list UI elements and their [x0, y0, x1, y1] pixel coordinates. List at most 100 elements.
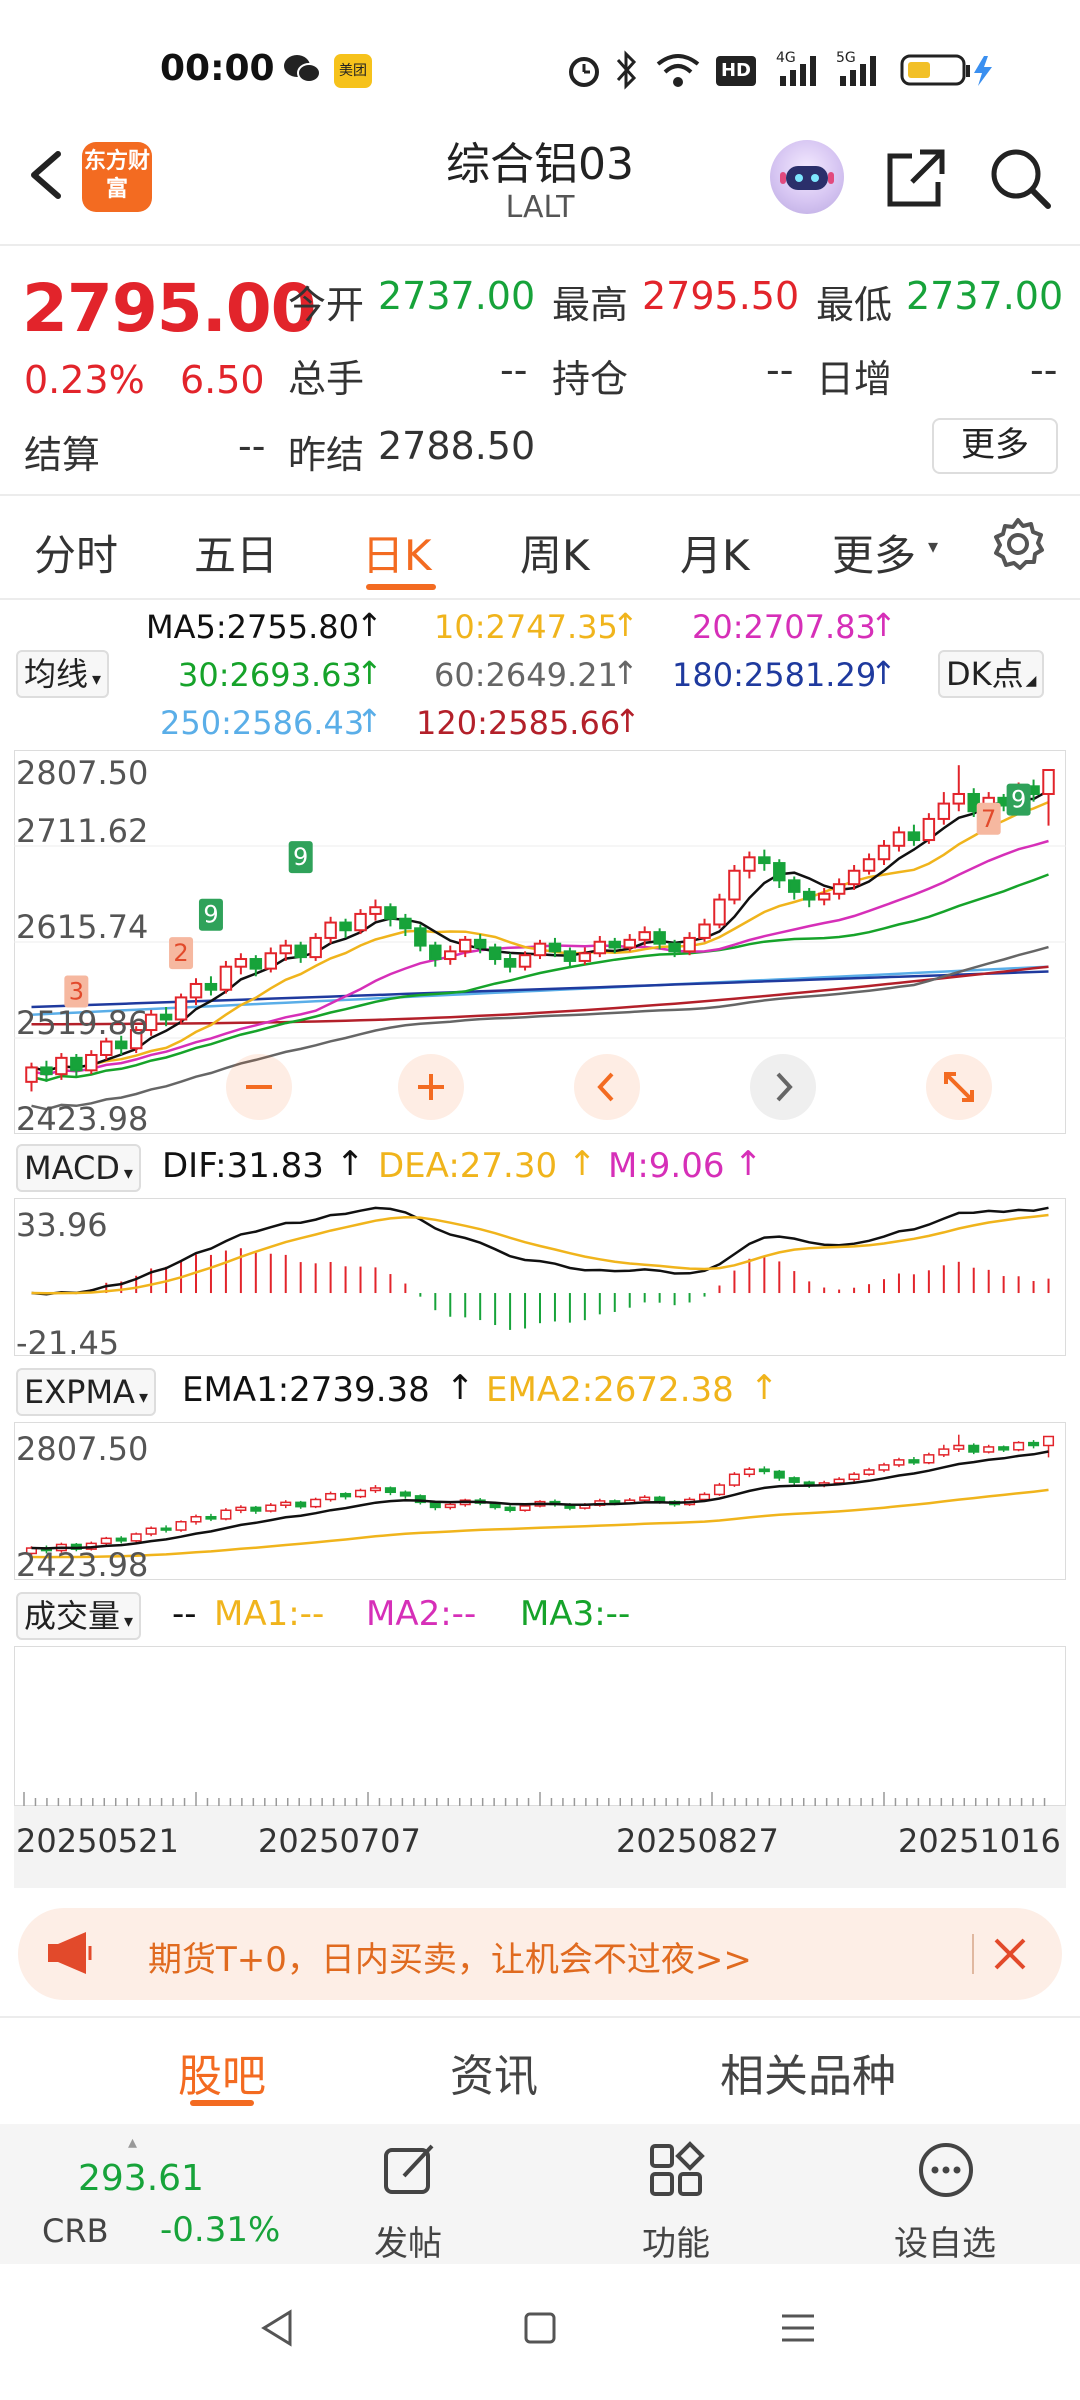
candle — [608, 937, 622, 954]
expma-candle — [998, 1445, 1010, 1452]
share-icon[interactable] — [884, 146, 948, 214]
svg-text:4G: 4G — [776, 50, 796, 66]
candle — [234, 953, 248, 975]
high-label: 最高 — [552, 283, 629, 327]
tab-weekly-k[interactable]: 周K — [520, 531, 590, 580]
signal-marker: 3 — [64, 975, 89, 1008]
expma-candle — [25, 1546, 38, 1558]
expma-candle — [160, 1525, 172, 1533]
expma-candle — [923, 1452, 935, 1465]
svg-text:5G: 5G — [836, 50, 856, 66]
assistant-robot-icon[interactable] — [770, 140, 844, 214]
watchlist-button[interactable] — [910, 2140, 990, 2260]
grid-icon — [650, 2141, 705, 2196]
ma60-arrow-icon: ↑ — [612, 654, 639, 692]
candle — [533, 939, 547, 960]
settings-gear-icon[interactable] — [990, 516, 1046, 576]
expma-candle — [698, 1492, 711, 1501]
back-button[interactable] — [20, 140, 70, 210]
ma30-line — [31, 873, 1049, 1082]
position-label: 持仓 — [552, 357, 629, 401]
dk-point-button[interactable]: DK点 ◢ — [938, 650, 1045, 698]
date-axis-bg — [14, 1806, 1066, 1888]
candle — [773, 859, 786, 889]
zoom-in-button[interactable] — [398, 1054, 464, 1120]
ma-dropdown-label: 均线 — [24, 655, 89, 693]
tab-guba[interactable]: 股吧 — [178, 2051, 266, 2102]
volume-dropdown[interactable]: 成交量 ▾ — [16, 1592, 142, 1640]
tab-daily-k[interactable]: 日K — [362, 531, 432, 580]
post-button[interactable] — [370, 2140, 450, 2260]
candle — [429, 941, 442, 967]
candle — [458, 935, 472, 958]
low-value: 2737.00 — [906, 274, 1064, 318]
pan-left-button[interactable] — [574, 1054, 640, 1120]
fullscreen-icon — [944, 1072, 974, 1102]
candle — [758, 849, 771, 871]
expma-candle — [190, 1514, 202, 1525]
candle — [70, 1054, 83, 1077]
zoom-out-button[interactable] — [226, 1054, 292, 1120]
promo-banner[interactable] — [18, 1908, 1062, 2000]
nav-back-icon[interactable] — [256, 2306, 300, 2354]
expma-candle — [773, 1469, 785, 1481]
macd-dropdown[interactable]: MACD ▾ — [16, 1144, 141, 1192]
dropdown-caret-icon: ▾ — [92, 669, 102, 690]
nav-home-icon[interactable] — [518, 2306, 562, 2354]
ma-dropdown[interactable]: 均线 ▾ — [16, 650, 110, 698]
volume-chart — [14, 1646, 1066, 1806]
candle — [922, 813, 936, 844]
tab-related[interactable]: 相关品种 — [720, 2051, 896, 2102]
candle — [713, 893, 726, 929]
wifi-icon — [654, 52, 702, 92]
macd-dif-arrow-icon: ↑ — [336, 1144, 365, 1184]
tab-fenshi[interactable]: 分时 — [34, 531, 119, 580]
candle — [563, 947, 577, 967]
more-quote-button[interactable]: 更多 — [932, 418, 1058, 474]
date-label-2: 20250707 — [258, 1822, 421, 1860]
expma-candle — [280, 1500, 292, 1509]
nav-menu-icon[interactable] — [776, 2306, 820, 2354]
candle — [204, 976, 218, 996]
candle — [1042, 768, 1055, 826]
candle — [638, 926, 651, 946]
open-value: 2737.00 — [378, 274, 536, 318]
macd-dea: DEA:27.30 — [378, 1146, 558, 1186]
candle — [354, 909, 367, 935]
expma-candle — [848, 1472, 860, 1482]
candle — [25, 1062, 38, 1092]
zoom-out-icon — [246, 1085, 272, 1089]
daily-inc-value: -- — [1030, 348, 1058, 392]
candle — [743, 851, 756, 879]
expma-candle — [384, 1486, 396, 1496]
ma250-arrow-icon: ↑ — [356, 702, 383, 740]
bluetooth-icon — [612, 50, 640, 94]
search-icon[interactable] — [988, 146, 1054, 216]
function-button[interactable] — [640, 2140, 720, 2260]
candle — [832, 878, 846, 900]
fullscreen-button[interactable] — [926, 1054, 992, 1120]
alarm-icon — [566, 52, 602, 92]
crb-value[interactable]: 293.61 — [78, 2158, 204, 2199]
expma-dropdown[interactable]: EXPMA ▾ — [16, 1368, 156, 1416]
tab-news[interactable]: 资讯 — [450, 2051, 538, 2102]
candle — [100, 1037, 113, 1060]
ema2-line — [31, 1488, 1049, 1559]
candle — [802, 888, 816, 908]
pan-right-button[interactable] — [750, 1054, 816, 1120]
dea-line — [31, 1213, 1049, 1295]
kline-y4: 2519.86 — [16, 1004, 149, 1042]
open-label: 今开 — [288, 283, 365, 327]
close-icon[interactable] — [986, 1930, 1034, 1982]
candle — [159, 1006, 173, 1027]
candle — [85, 1050, 98, 1075]
tab-wuri[interactable]: 五日 — [194, 531, 279, 580]
candle — [817, 888, 831, 906]
tab-monthly-k[interactable]: 月K — [680, 531, 750, 580]
expma-ema2-arrow-icon: ↑ — [750, 1368, 779, 1408]
volume-dropdown-label: 成交量 — [24, 1597, 121, 1635]
signal-marker: 2 — [169, 937, 194, 970]
tab-more[interactable]: 更多 — [832, 531, 917, 580]
candle — [473, 934, 487, 954]
